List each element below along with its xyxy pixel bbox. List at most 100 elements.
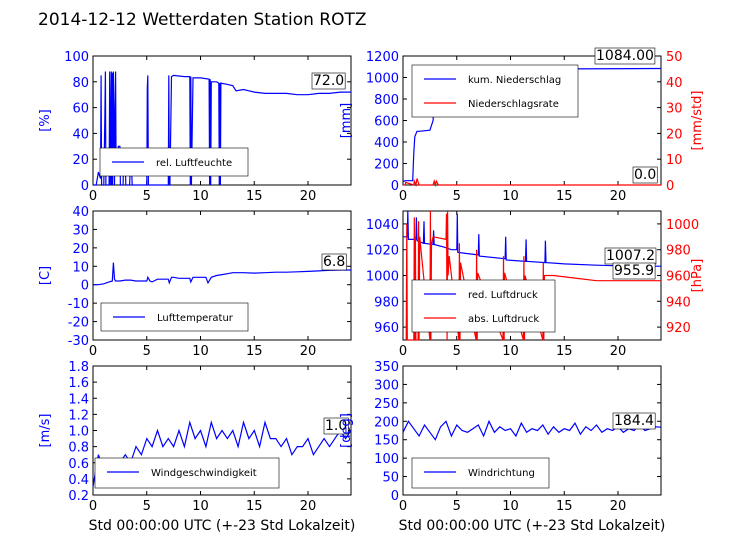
y-tick-label: 350 bbox=[374, 360, 399, 375]
x-tick-label: 0 bbox=[399, 499, 407, 514]
y-tick-label: 1000 bbox=[366, 72, 399, 87]
y-right-tick-label: 920 bbox=[666, 321, 691, 336]
value-annotation: 0.0 bbox=[634, 167, 656, 183]
y-tick-label: 1.6 bbox=[68, 376, 89, 391]
value-annotation: 1.0 bbox=[325, 418, 347, 434]
figure-title: 2014-12-12 Wetterdaten Station ROTZ bbox=[38, 10, 367, 30]
y-right-tick-label: 0 bbox=[666, 179, 674, 194]
y-axis-label: [C] bbox=[38, 266, 53, 285]
y-right-tick-label: 20 bbox=[666, 127, 683, 142]
y-tick-label: 150 bbox=[374, 434, 399, 449]
series-line bbox=[403, 210, 661, 267]
y-tick-label: -30 bbox=[68, 334, 89, 349]
legend-label: red. Luftdruck bbox=[468, 290, 538, 301]
y-right-tick-label: 940 bbox=[666, 295, 691, 310]
y-tick-label: 60 bbox=[72, 102, 89, 117]
x-tick-label: 10 bbox=[502, 499, 519, 514]
x-tick-label: 5 bbox=[143, 499, 151, 514]
x-tick-label: 0 bbox=[89, 499, 97, 514]
y-tick-label: -10 bbox=[68, 297, 89, 312]
value-annotation: 6.8 bbox=[323, 254, 345, 270]
y-right-tick-label: 40 bbox=[666, 76, 683, 91]
value-annotation: 72.0 bbox=[313, 73, 344, 89]
y-tick-label: 0.8 bbox=[68, 441, 89, 456]
y-tick-label: 50 bbox=[382, 471, 399, 486]
y-tick-label: 80 bbox=[72, 76, 89, 91]
y-right-tick-label: 10 bbox=[666, 153, 683, 168]
y-tick-label: 980 bbox=[374, 295, 399, 310]
legend-box bbox=[411, 279, 556, 333]
x-tick-label: 15 bbox=[246, 499, 263, 514]
legend-label: kum. Niederschlag bbox=[468, 75, 561, 86]
y-tick-label: 1.2 bbox=[68, 408, 89, 423]
y-tick-label: 20 bbox=[72, 153, 89, 168]
y-tick-label: 30 bbox=[72, 223, 89, 238]
y-right-tick-label: 960 bbox=[666, 270, 691, 285]
legend-label: Niederschlagsrate bbox=[468, 99, 559, 110]
y-tick-label: 960 bbox=[374, 321, 399, 336]
y-right-axis-label: [hPa] bbox=[690, 259, 705, 293]
x-tick-label: 20 bbox=[610, 499, 627, 514]
y-axis-label: [m/s] bbox=[38, 414, 53, 448]
y-tick-label: 0.6 bbox=[68, 457, 89, 472]
x-tick-label: 0 bbox=[89, 344, 97, 359]
y-axis-label: [mm] bbox=[339, 103, 354, 138]
y-tick-label: 1200 bbox=[366, 50, 399, 65]
y-right-tick-label: 50 bbox=[666, 50, 683, 65]
y-right-axis-label: [mm/std] bbox=[690, 91, 705, 151]
y-tick-label: 10 bbox=[72, 260, 89, 275]
y-tick-label: 0 bbox=[391, 179, 399, 194]
y-tick-label: 1000 bbox=[366, 270, 399, 285]
value-annotation-box bbox=[612, 412, 656, 430]
x-tick-label: 10 bbox=[192, 499, 209, 514]
legend-box bbox=[94, 457, 280, 489]
x-tick-label: 20 bbox=[300, 189, 317, 204]
x-tick-label: 15 bbox=[246, 344, 263, 359]
y-tick-label: 250 bbox=[374, 397, 399, 412]
value-annotation-box bbox=[311, 72, 346, 90]
x-tick-label: 20 bbox=[610, 189, 627, 204]
y-axis-label: [%] bbox=[38, 109, 53, 132]
y-right-tick-label: 1000 bbox=[666, 218, 699, 233]
value-annotation-box bbox=[321, 253, 347, 271]
series-line bbox=[92, 420, 352, 487]
y-tick-label: 0 bbox=[391, 489, 399, 504]
value-annotation-box bbox=[632, 166, 658, 184]
y-tick-label: 1040 bbox=[366, 218, 399, 233]
plot-frame bbox=[92, 210, 352, 341]
series-line bbox=[403, 178, 661, 188]
x-tick-label: 5 bbox=[453, 344, 461, 359]
y-tick-label: 100 bbox=[64, 50, 89, 65]
value-annotation: 1084.00 bbox=[596, 48, 654, 64]
x-tick-label: 10 bbox=[192, 344, 209, 359]
plot-frame bbox=[402, 365, 662, 496]
x-tick-label: 5 bbox=[453, 189, 461, 204]
y-tick-label: 1.0 bbox=[68, 425, 89, 440]
x-tick-label: 20 bbox=[610, 344, 627, 359]
x-axis-label: Std 00:00:00 UTC (+-23 Std Lokalzeit) bbox=[89, 518, 356, 534]
x-tick-label: 20 bbox=[300, 499, 317, 514]
y-tick-label: 200 bbox=[374, 415, 399, 430]
x-tick-label: 0 bbox=[399, 189, 407, 204]
series-line bbox=[93, 262, 351, 286]
y-tick-label: 100 bbox=[374, 452, 399, 467]
x-tick-label: 20 bbox=[300, 344, 317, 359]
y-tick-label: 600 bbox=[374, 115, 399, 130]
plot-frame bbox=[92, 55, 352, 186]
y-axis-label: [deg] bbox=[339, 413, 354, 448]
y-tick-label: 0.2 bbox=[68, 489, 89, 504]
y-tick-label: 40 bbox=[72, 127, 89, 142]
legend-label: Windrichtung bbox=[468, 468, 535, 479]
x-tick-label: 5 bbox=[143, 189, 151, 204]
y-tick-label: 0 bbox=[81, 279, 89, 294]
value-annotation-box bbox=[323, 417, 349, 435]
y-tick-label: 1.4 bbox=[68, 392, 89, 407]
legend-label: rel. Luftfeuchte bbox=[156, 158, 232, 169]
x-tick-label: 15 bbox=[556, 499, 573, 514]
x-tick-label: 10 bbox=[192, 189, 209, 204]
x-tick-label: 15 bbox=[556, 344, 573, 359]
x-tick-label: 0 bbox=[399, 344, 407, 359]
y-tick-label: 1.8 bbox=[68, 360, 89, 375]
legend-label: Windgeschwindigkeit bbox=[151, 468, 257, 479]
y-tick-label: 0.4 bbox=[68, 473, 89, 488]
